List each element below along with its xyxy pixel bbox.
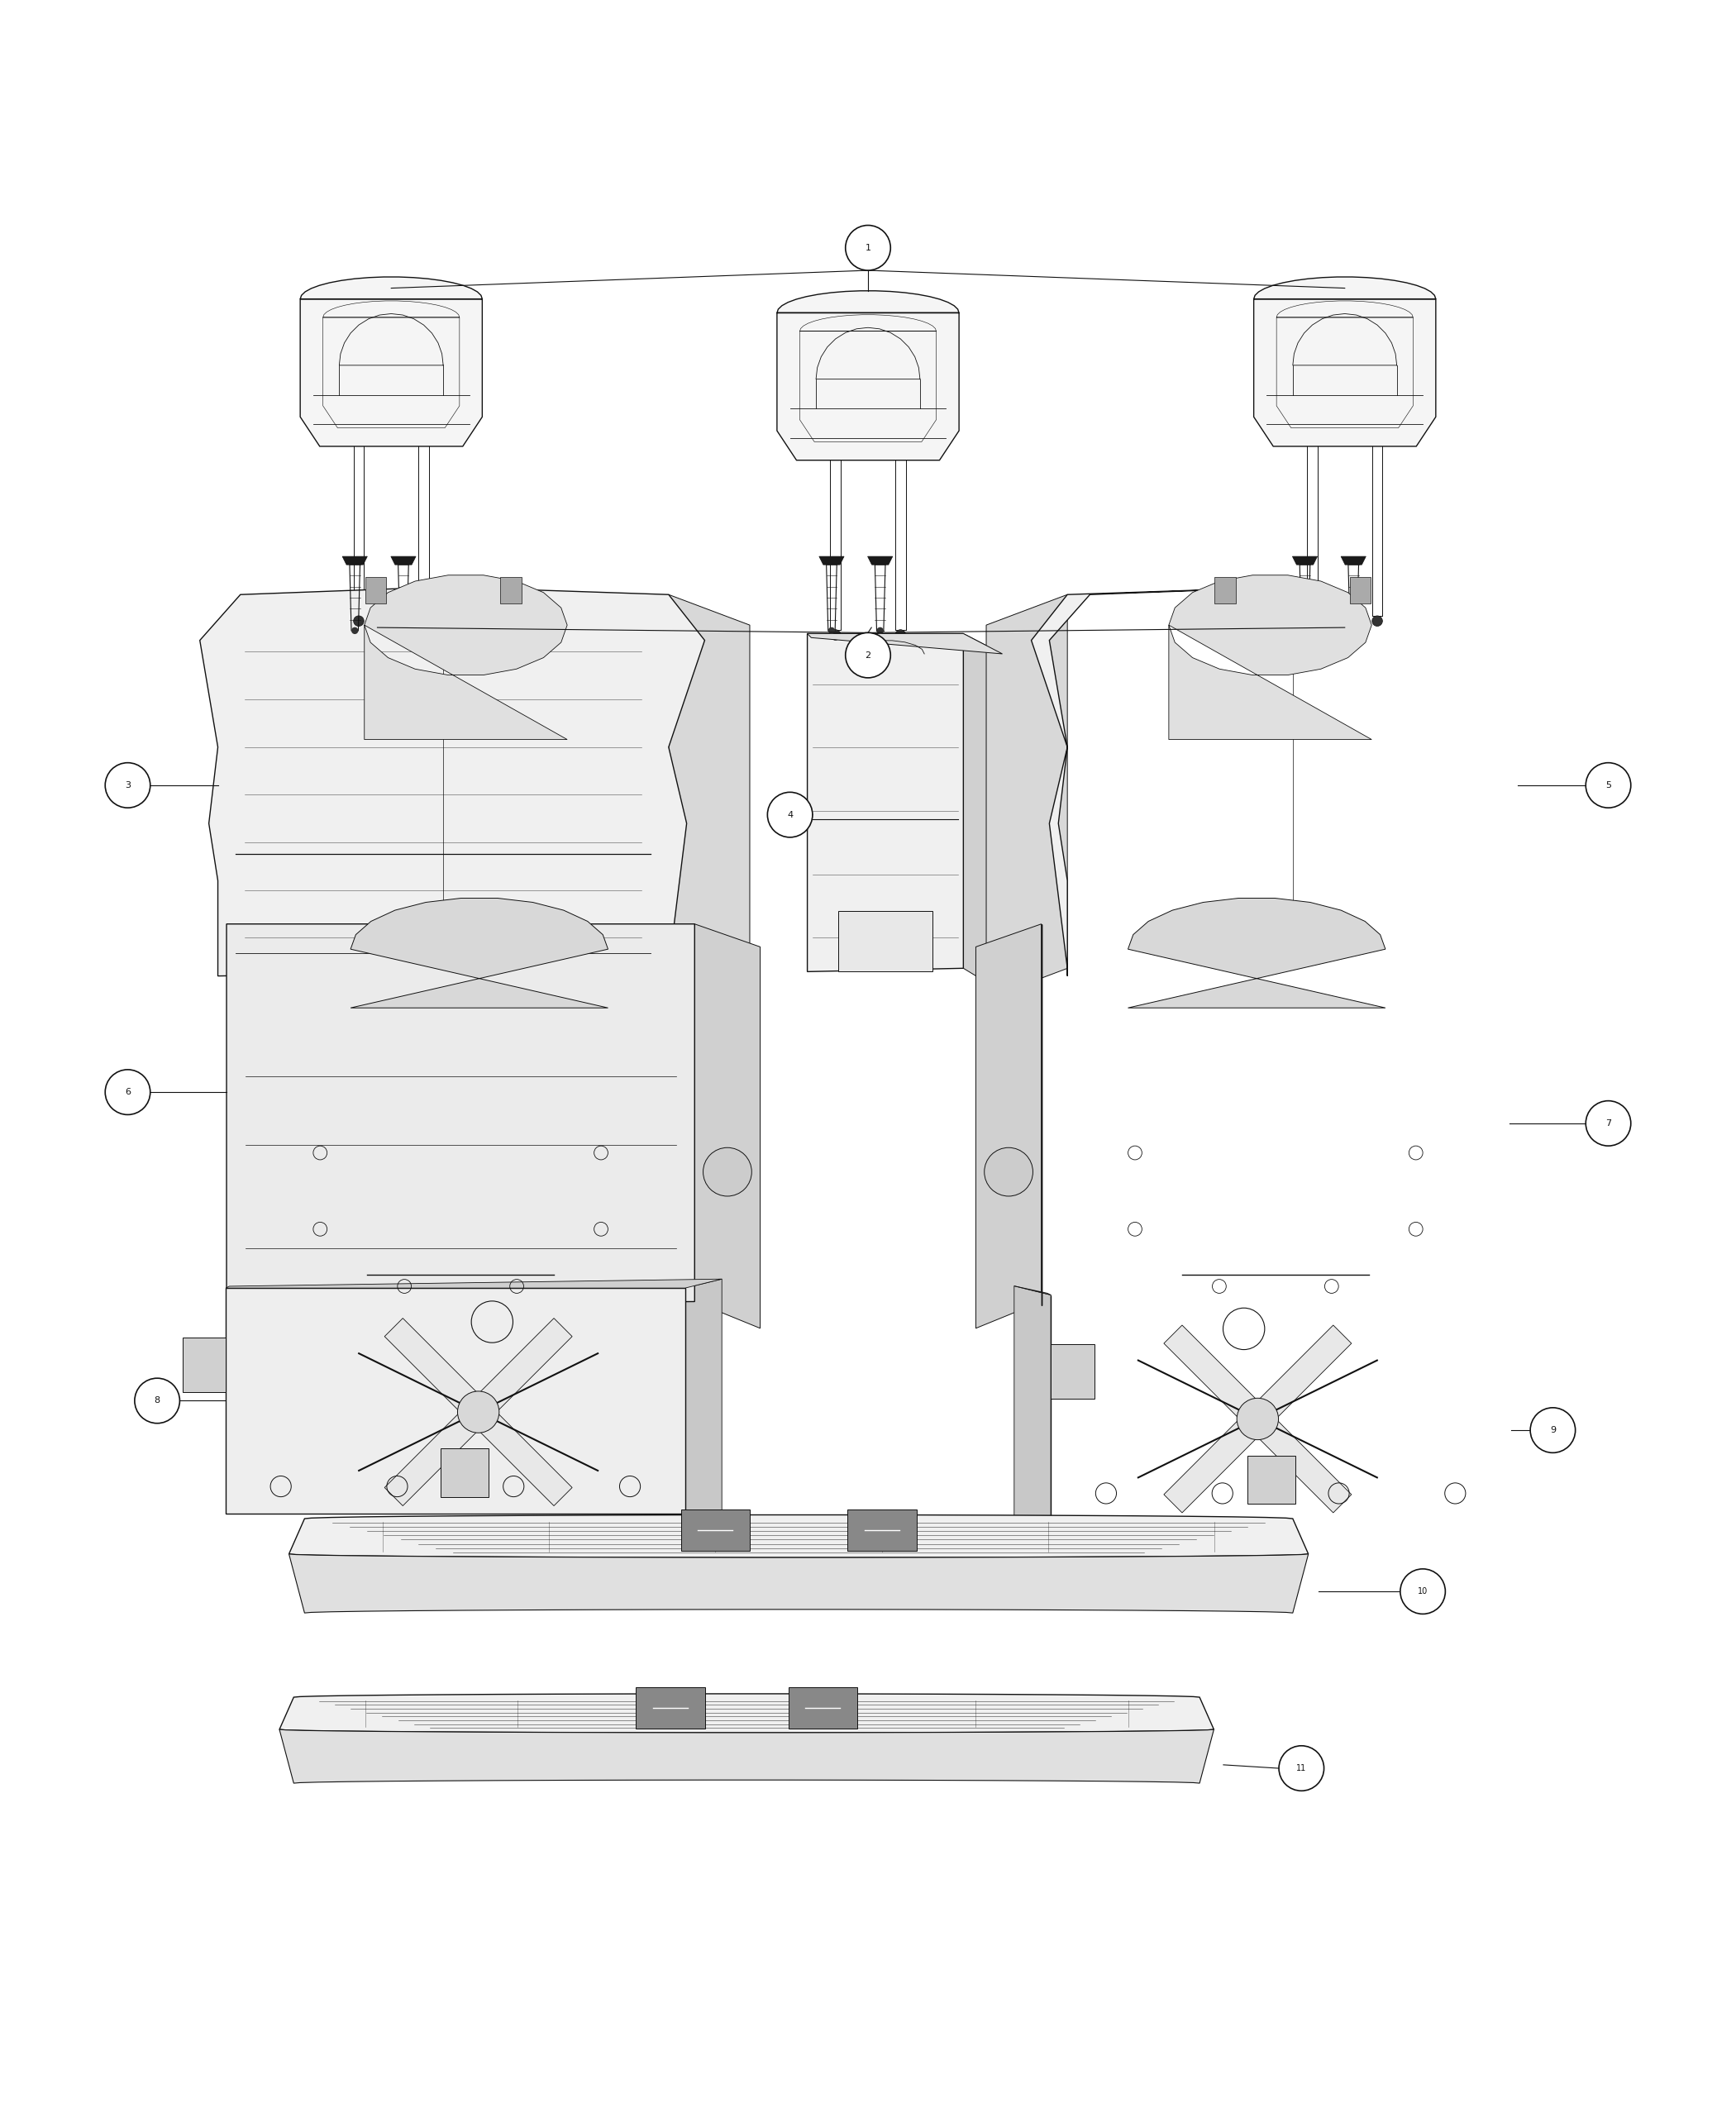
Polygon shape	[1215, 578, 1236, 603]
Circle shape	[1279, 1745, 1325, 1792]
Polygon shape	[1168, 575, 1371, 740]
Polygon shape	[1292, 557, 1318, 565]
Polygon shape	[963, 635, 1002, 993]
Text: 11: 11	[1297, 1764, 1307, 1773]
Polygon shape	[1128, 898, 1385, 1008]
Polygon shape	[976, 923, 1042, 1328]
Circle shape	[1351, 628, 1358, 635]
Circle shape	[845, 632, 891, 679]
Text: 8: 8	[155, 1398, 160, 1404]
Polygon shape	[182, 1339, 226, 1391]
Circle shape	[703, 1147, 752, 1195]
Polygon shape	[778, 291, 958, 460]
Text: 10: 10	[1418, 1587, 1427, 1596]
Circle shape	[354, 616, 365, 626]
Polygon shape	[1351, 578, 1371, 603]
Polygon shape	[694, 923, 760, 1328]
Polygon shape	[1340, 557, 1366, 565]
Polygon shape	[807, 635, 963, 972]
Polygon shape	[351, 898, 608, 1008]
Circle shape	[399, 628, 406, 635]
Polygon shape	[807, 635, 1002, 653]
Text: 4: 4	[786, 812, 793, 818]
Circle shape	[106, 1069, 151, 1115]
Circle shape	[1371, 616, 1382, 626]
Circle shape	[1307, 616, 1318, 626]
Polygon shape	[986, 594, 1068, 999]
Text: 1: 1	[865, 245, 871, 253]
Circle shape	[845, 226, 891, 270]
Circle shape	[877, 628, 884, 635]
Polygon shape	[500, 578, 521, 603]
Circle shape	[896, 630, 906, 641]
Circle shape	[828, 628, 835, 635]
Polygon shape	[1253, 276, 1436, 447]
Polygon shape	[686, 1280, 722, 1514]
Polygon shape	[681, 1509, 750, 1551]
Circle shape	[767, 793, 812, 837]
Polygon shape	[1163, 1326, 1351, 1514]
Polygon shape	[788, 1686, 858, 1729]
Text: 3: 3	[125, 782, 130, 788]
Text: 2: 2	[865, 651, 871, 660]
Polygon shape	[365, 578, 385, 603]
Text: 5: 5	[1606, 782, 1611, 788]
Polygon shape	[288, 1554, 1309, 1613]
Polygon shape	[279, 1729, 1213, 1783]
Polygon shape	[1014, 1286, 1050, 1294]
Polygon shape	[288, 1516, 1309, 1558]
Text: 7: 7	[1606, 1119, 1611, 1128]
Polygon shape	[635, 1686, 705, 1729]
Polygon shape	[279, 1693, 1213, 1733]
Text: 6: 6	[125, 1088, 130, 1096]
Circle shape	[418, 616, 429, 626]
Polygon shape	[1163, 1326, 1351, 1514]
Polygon shape	[668, 594, 750, 999]
Polygon shape	[1014, 1286, 1050, 1520]
Polygon shape	[226, 1288, 686, 1514]
Circle shape	[984, 1147, 1033, 1195]
Circle shape	[1302, 628, 1309, 635]
Text: 9: 9	[1550, 1427, 1555, 1433]
Circle shape	[351, 628, 358, 635]
Circle shape	[1236, 1398, 1278, 1440]
Polygon shape	[838, 911, 932, 972]
Polygon shape	[1050, 1345, 1094, 1400]
Circle shape	[106, 763, 151, 807]
Circle shape	[1585, 1100, 1630, 1147]
Circle shape	[830, 630, 840, 641]
Polygon shape	[441, 1448, 490, 1497]
Circle shape	[458, 1391, 500, 1433]
Polygon shape	[226, 923, 694, 1305]
Polygon shape	[342, 557, 368, 565]
Circle shape	[1401, 1568, 1446, 1615]
Polygon shape	[1031, 586, 1293, 976]
Circle shape	[135, 1379, 181, 1423]
Polygon shape	[868, 557, 892, 565]
Polygon shape	[819, 557, 844, 565]
Polygon shape	[365, 575, 568, 740]
Polygon shape	[385, 1318, 573, 1505]
Polygon shape	[200, 586, 705, 976]
Circle shape	[1585, 763, 1630, 807]
Polygon shape	[847, 1509, 917, 1551]
Polygon shape	[1246, 1455, 1295, 1505]
Polygon shape	[300, 276, 483, 447]
Polygon shape	[385, 1318, 573, 1505]
Circle shape	[1529, 1408, 1575, 1452]
Polygon shape	[226, 1280, 722, 1288]
Polygon shape	[391, 557, 417, 565]
